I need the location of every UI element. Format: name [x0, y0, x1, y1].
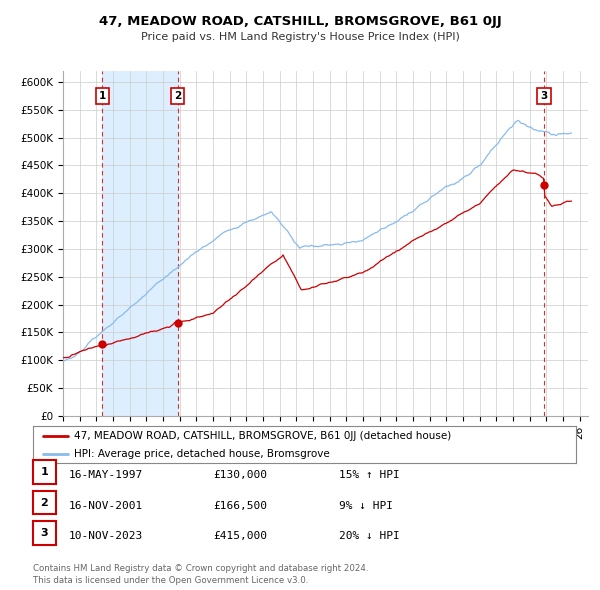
- Text: 47, MEADOW ROAD, CATSHILL, BROMSGROVE, B61 0JJ (detached house): 47, MEADOW ROAD, CATSHILL, BROMSGROVE, B…: [74, 431, 451, 441]
- Text: £166,500: £166,500: [213, 501, 267, 510]
- Text: 15% ↑ HPI: 15% ↑ HPI: [339, 470, 400, 480]
- Text: 3: 3: [541, 91, 548, 101]
- Text: Contains HM Land Registry data © Crown copyright and database right 2024.
This d: Contains HM Land Registry data © Crown c…: [33, 565, 368, 585]
- Text: 2: 2: [174, 91, 181, 101]
- Text: 3: 3: [41, 528, 48, 537]
- Text: £130,000: £130,000: [213, 470, 267, 480]
- Text: 2: 2: [41, 498, 48, 507]
- Text: 1: 1: [99, 91, 106, 101]
- Text: £415,000: £415,000: [213, 531, 267, 540]
- Text: 47, MEADOW ROAD, CATSHILL, BROMSGROVE, B61 0JJ: 47, MEADOW ROAD, CATSHILL, BROMSGROVE, B…: [98, 15, 502, 28]
- Bar: [103, 71, 178, 416]
- Text: 16-NOV-2001: 16-NOV-2001: [69, 501, 143, 510]
- Text: 9% ↓ HPI: 9% ↓ HPI: [339, 501, 393, 510]
- Text: 20% ↓ HPI: 20% ↓ HPI: [339, 531, 400, 540]
- Text: 1: 1: [41, 467, 48, 477]
- Text: HPI: Average price, detached house, Bromsgrove: HPI: Average price, detached house, Brom…: [74, 449, 329, 459]
- Text: 16-MAY-1997: 16-MAY-1997: [69, 470, 143, 480]
- Text: Price paid vs. HM Land Registry's House Price Index (HPI): Price paid vs. HM Land Registry's House …: [140, 32, 460, 42]
- Text: 10-NOV-2023: 10-NOV-2023: [69, 531, 143, 540]
